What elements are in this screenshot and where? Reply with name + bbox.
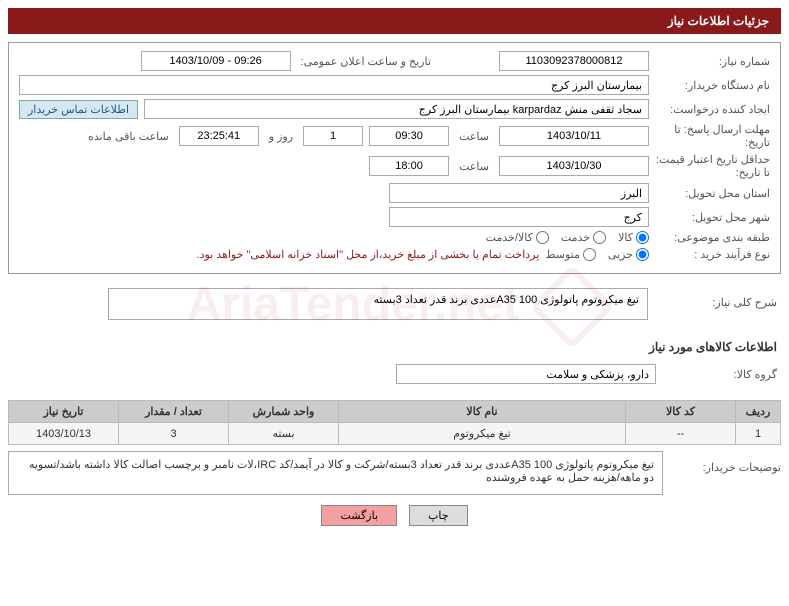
response-time-label: ساعت: [455, 130, 493, 143]
classification-label: طبقه بندی موضوعی:: [655, 231, 770, 244]
back-button[interactable]: بازگشت: [321, 505, 397, 526]
radio-goods-service[interactable]: کالا/خدمت: [486, 231, 549, 244]
radio-service[interactable]: خدمت: [561, 231, 606, 244]
items-table: ردیف کد کالا نام کالا واحد شمارش تعداد /…: [8, 400, 781, 445]
need-desc-label: شرح کلی نیاز:: [662, 288, 777, 309]
cell-unit: بسته: [229, 423, 339, 445]
col-code: کد کالا: [626, 401, 736, 423]
countdown: [179, 126, 259, 146]
main-panel: شماره نیاز: تاریخ و ساعت اعلان عمومی: نا…: [8, 42, 781, 274]
remaining-label: ساعت باقی مانده: [84, 130, 173, 143]
delivery-province-label: استان محل تحویل:: [655, 187, 770, 200]
days-label: روز و: [265, 130, 297, 143]
price-validity-time: [369, 156, 449, 176]
group-label: گروه کالا:: [662, 368, 777, 381]
items-info-title: اطلاعات کالاهای مورد نیاز: [12, 340, 777, 354]
response-deadline-label: مهلت ارسال پاسخ: تا تاریخ:: [655, 123, 770, 149]
buyer-notes-value: تیغ میکروتوم پاتولوژی A35 100عددی برند ق…: [8, 451, 663, 495]
buyer-org-label: نام دستگاه خریدار:: [655, 79, 770, 92]
response-deadline-time: [369, 126, 449, 146]
page-title: جزئیات اطلاعات نیاز: [668, 14, 769, 28]
response-deadline-date: [499, 126, 649, 146]
treasury-note: پرداخت تمام یا بخشی از مبلغ خرید،از محل …: [197, 248, 540, 261]
col-date: تاریخ نیاز: [9, 401, 119, 423]
delivery-city-value: [389, 207, 649, 227]
buyer-org-value: [19, 75, 649, 95]
need-number-label: شماره نیاز:: [655, 55, 770, 68]
price-validity-date: [499, 156, 649, 176]
cell-qty: 3: [119, 423, 229, 445]
need-desc-value: [108, 288, 648, 320]
col-name: نام کالا: [339, 401, 626, 423]
radio-minor[interactable]: جزیی: [608, 248, 649, 261]
col-unit: واحد شمارش: [229, 401, 339, 423]
buyer-notes-label: توضیحات خریدار:: [671, 451, 781, 474]
purchase-process-label: نوع فرآیند خرید :: [655, 248, 770, 261]
announce-datetime-value: [141, 51, 291, 71]
requester-label: ایجاد کننده درخواست:: [655, 103, 770, 116]
radio-goods[interactable]: کالا: [618, 231, 649, 244]
purchase-process-group: جزیی متوسط: [545, 248, 649, 261]
print-button[interactable]: چاپ: [409, 505, 468, 526]
radio-medium[interactable]: متوسط: [545, 248, 596, 261]
announce-datetime-label: تاریخ و ساعت اعلان عمومی:: [297, 55, 435, 68]
price-time-label: ساعت: [455, 160, 493, 173]
cell-code: --: [626, 423, 736, 445]
cell-row: 1: [736, 423, 781, 445]
delivery-province-value: [389, 183, 649, 203]
price-validity-label: حداقل تاریخ اعتبار قیمت: تا تاریخ:: [655, 153, 770, 179]
days-left: [303, 126, 363, 146]
table-row: 1 -- تیغ میکروتوم بسته 3 1403/10/13: [9, 423, 781, 445]
cell-name: تیغ میکروتوم: [339, 423, 626, 445]
cell-date: 1403/10/13: [9, 423, 119, 445]
classification-group: کالا خدمت کالا/خدمت: [486, 231, 649, 244]
page-title-bar: جزئیات اطلاعات نیاز: [8, 8, 781, 34]
table-header-row: ردیف کد کالا نام کالا واحد شمارش تعداد /…: [9, 401, 781, 423]
delivery-city-label: شهر محل تحویل:: [655, 211, 770, 224]
contact-buyer-button[interactable]: اطلاعات تماس خریدار: [19, 100, 138, 119]
col-qty: تعداد / مقدار: [119, 401, 229, 423]
need-number-value: [499, 51, 649, 71]
col-row: ردیف: [736, 401, 781, 423]
requester-value: [144, 99, 649, 119]
group-value: [396, 364, 656, 384]
